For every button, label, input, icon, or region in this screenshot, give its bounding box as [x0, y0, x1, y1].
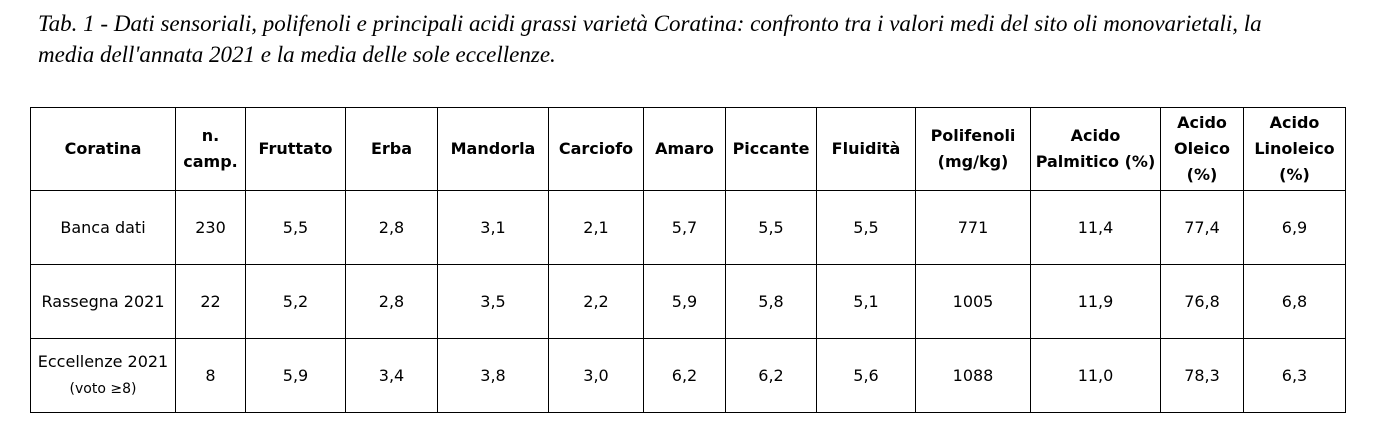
value-cell: 11,0	[1030, 338, 1161, 413]
value-cell: 11,9	[1030, 264, 1161, 339]
table-row: Eccellenze 2021 (voto ≥8) 8 5,9 3,4 3,8 3,0 6,…	[30, 338, 1346, 413]
value-cell: 76,8	[1160, 264, 1244, 339]
column-header: Acido Linoleico (%)	[1243, 107, 1346, 191]
value-cell: 5,8	[725, 264, 817, 339]
value-cell: 8	[175, 338, 246, 413]
row-label: Eccellenze 2021	[37, 352, 169, 371]
value-cell: 6,2	[725, 338, 817, 413]
value-cell: 11,4	[1030, 190, 1161, 265]
value-cell: 2,8	[345, 190, 438, 265]
column-header: Acido Palmitico (%)	[1030, 107, 1161, 191]
table-row: Rassegna 2021 22 5,2 2,8 3,5 2,2 5,9 5,8 5,1 1005…	[30, 264, 1346, 339]
column-header: Piccante	[725, 107, 817, 191]
value-cell: 1005	[915, 264, 1031, 339]
value-cell: 5,1	[816, 264, 916, 339]
value-cell: 771	[915, 190, 1031, 265]
data-table: Coratina n. camp. Fruttato Erba Mandorla Carc…	[30, 107, 1346, 413]
value-cell: 2,2	[548, 264, 644, 339]
row-label: Rassegna 2021	[41, 291, 165, 311]
value-cell: 5,9	[245, 338, 346, 413]
table-row: Banca dati 230 5,5 2,8 3,1 2,1 5,7 5,5 5,5 771 11,…	[30, 190, 1346, 265]
column-header: Mandorla	[437, 107, 549, 191]
column-header: Erba	[345, 107, 438, 191]
value-cell: 5,7	[643, 190, 726, 265]
value-cell: 3,5	[437, 264, 549, 339]
header-row: Coratina n. camp. Fruttato Erba Mandorla Carc…	[30, 107, 1346, 191]
caption: Tab. 1 - Dati sensoriali, polifenoli e p…	[38, 11, 1262, 67]
column-header: Fluidità	[816, 107, 916, 191]
value-cell: 77,4	[1160, 190, 1244, 265]
value-cell: 6,2	[643, 338, 726, 413]
value-cell: 5,6	[816, 338, 916, 413]
value-cell: 22	[175, 264, 246, 339]
value-cell: 2,1	[548, 190, 644, 265]
value-cell: 5,2	[245, 264, 346, 339]
value-cell: 6,9	[1243, 190, 1346, 265]
value-cell: 230	[175, 190, 246, 265]
row-label-cell: Rassegna 2021	[30, 264, 176, 339]
value-cell: 6,8	[1243, 264, 1346, 339]
column-header: Amaro	[643, 107, 726, 191]
column-header: Fruttato	[245, 107, 346, 191]
value-cell: 3,1	[437, 190, 549, 265]
column-header: Acido Oleico (%)	[1160, 107, 1244, 191]
row-note: (voto ≥8)	[69, 381, 137, 397]
value-cell: 2,8	[345, 264, 438, 339]
row-label: Banca dati	[60, 217, 146, 237]
value-cell: 3,4	[345, 338, 438, 413]
column-header: Coratina	[30, 107, 176, 191]
row-label-cell: Eccellenze 2021 (voto ≥8)	[30, 338, 176, 413]
value-cell: 5,5	[816, 190, 916, 265]
value-cell: 5,9	[643, 264, 726, 339]
column-header: Polifenoli (mg/kg)	[915, 107, 1031, 191]
value-cell: 3,0	[548, 338, 644, 413]
value-cell: 3,8	[437, 338, 549, 413]
column-header: n. camp.	[175, 107, 246, 191]
value-cell: 5,5	[245, 190, 346, 265]
value-cell: 6,3	[1243, 338, 1346, 413]
value-cell: 1088	[915, 338, 1031, 413]
value-cell: 5,5	[725, 190, 817, 265]
value-cell: 78,3	[1160, 338, 1244, 413]
column-header: Carciofo	[548, 107, 644, 191]
row-label-cell: Banca dati	[30, 190, 176, 265]
